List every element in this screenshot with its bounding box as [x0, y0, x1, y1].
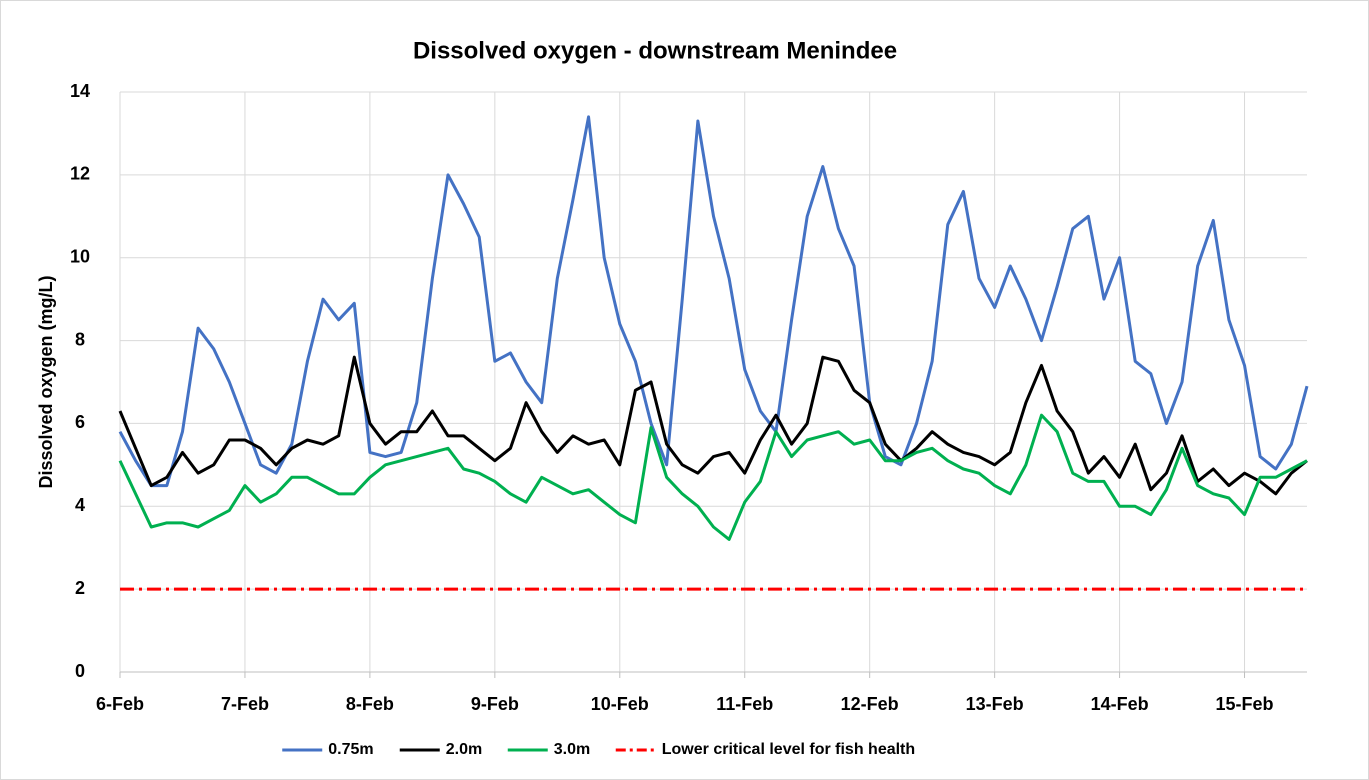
y-axis-label: Dissolved oxygen (mg/L): [36, 275, 56, 488]
x-tick-label: 6-Feb: [96, 694, 144, 714]
x-tick-label: 11-Feb: [716, 694, 773, 714]
x-tick-label: 8-Feb: [346, 694, 394, 714]
x-tick-label: 15-Feb: [1216, 694, 1274, 714]
x-tick-label: 10-Feb: [591, 694, 649, 714]
y-tick-label: 8: [75, 329, 85, 349]
legend-label: Lower critical level for fish health: [662, 741, 915, 758]
y-tick-label: 14: [70, 81, 90, 101]
legend-label: 0.75m: [328, 741, 373, 758]
y-tick-label: 6: [75, 412, 85, 432]
legend-label: 3.0m: [554, 741, 590, 758]
x-tick-label: 12-Feb: [841, 694, 899, 714]
x-tick-label: 14-Feb: [1091, 694, 1149, 714]
series-line: [118, 115, 1309, 488]
legend-label: 2.0m: [446, 741, 482, 758]
y-tick-label: 4: [75, 495, 85, 515]
y-tick-label: 12: [70, 164, 90, 184]
y-tick-label: 10: [70, 246, 90, 266]
series-line: [118, 413, 1308, 541]
y-tick-label: 2: [75, 578, 85, 598]
y-tick-label: 0: [75, 661, 85, 681]
x-tick-label: 9-Feb: [471, 694, 519, 714]
x-tick-label: 7-Feb: [221, 694, 269, 714]
chart-title: Dissolved oxygen - downstream Menindee: [413, 37, 897, 64]
x-tick-label: 13-Feb: [966, 694, 1024, 714]
series-line: [118, 355, 1308, 496]
